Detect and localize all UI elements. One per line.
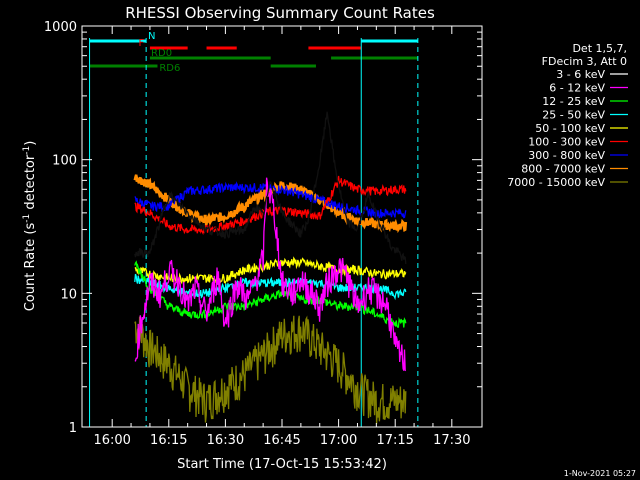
x-tick-label: 17:30 [433, 433, 470, 448]
x-axis-label: Start Time (17-Oct-15 15:53:42) [177, 457, 387, 472]
legend-entry-label: 12 - 25 keV [542, 95, 605, 108]
y-axis-label-mid: detector [23, 154, 38, 214]
legend-entry-label: 25 - 50 keV [542, 109, 605, 122]
legend-entry-label: 50 - 100 keV [535, 122, 605, 135]
series-line [134, 256, 407, 286]
series-line [134, 177, 407, 372]
legend-entry-label: 7000 - 15000 keV [507, 176, 605, 189]
legend-header-line: Det 1,5,7, [572, 42, 627, 55]
legend-entry-label: 6 - 12 keV [549, 82, 605, 95]
y-tick-label: 1000 [44, 20, 77, 35]
series-line [134, 175, 407, 236]
legend-entry-label: 100 - 300 keV [528, 136, 605, 149]
flag-label: RD0 [151, 48, 172, 59]
x-tick-label: 16:30 [207, 433, 244, 448]
footer-date: 1-Nov-2021 05:27 [564, 469, 636, 478]
y-axis-label-sup2: -1 [22, 146, 32, 155]
legend-entry-label: 3 - 6 keV [556, 68, 605, 81]
x-tick-label: 16:00 [93, 433, 130, 448]
series-line [134, 273, 407, 301]
series-line [134, 181, 407, 219]
series-line [134, 111, 407, 265]
y-axis-label-main: Count Rate (s [23, 223, 38, 312]
x-tick-label: 16:45 [263, 433, 300, 448]
x-tick-label: 17:15 [376, 433, 413, 448]
y-tick-label: 1 [69, 421, 77, 436]
series-line [134, 260, 407, 328]
series-line [134, 315, 407, 424]
y-axis-label-sup1: -1 [22, 214, 32, 223]
flag-label: N [148, 31, 155, 42]
chart-title: RHESSI Observing Summary Count Rates [125, 4, 435, 22]
flag-label: RD6 [159, 63, 180, 74]
y-axis-label: Count Rate (s-1 detector-1) [22, 141, 38, 312]
y-axis-label-end: ) [23, 141, 38, 146]
legend-entry-label: 800 - 7000 keV [521, 163, 605, 176]
y-tick-label: 100 [52, 154, 77, 169]
legend-header-line: FDecim 3, Att 0 [542, 55, 627, 68]
flag-label: F [138, 38, 144, 49]
x-tick-label: 17:00 [320, 433, 357, 448]
y-tick-label: 10 [60, 287, 77, 302]
plot-frame [81, 25, 483, 428]
x-tick-label: 16:15 [150, 433, 187, 448]
legend-entry-label: 300 - 800 keV [528, 149, 605, 162]
